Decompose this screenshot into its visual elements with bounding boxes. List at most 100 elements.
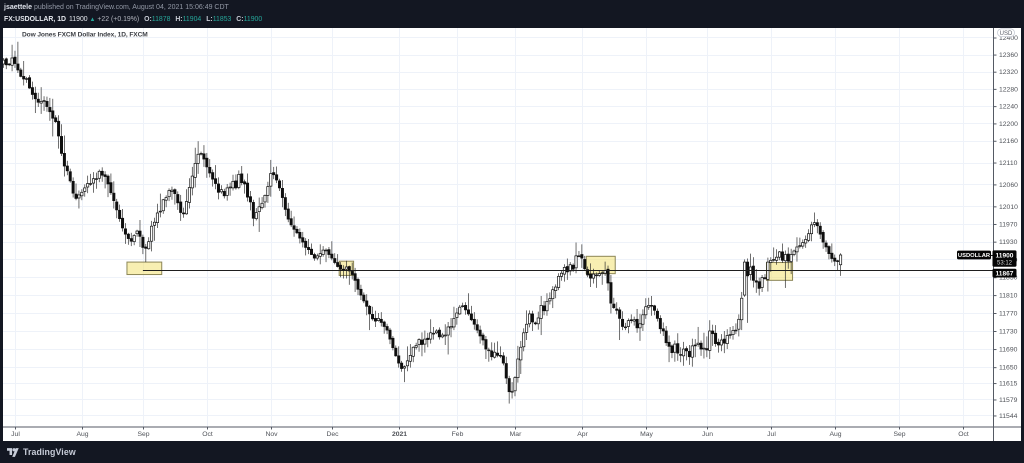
candle-body [647, 305, 651, 308]
candle [775, 249, 779, 265]
candle [533, 321, 537, 326]
candle-body [30, 87, 34, 95]
line-price-tag: 11867 [992, 268, 1017, 278]
candle-body [530, 313, 534, 323]
candle-body [182, 212, 186, 215]
ticker-name-tag-label: USDOLLAR [958, 253, 991, 259]
candle-body [339, 264, 343, 270]
candle-body [234, 180, 238, 189]
candle-body [263, 195, 267, 203]
chart-canvas[interactable]: 12400 12360 12320 12280 12240 12200 12160 12110… [3, 28, 1021, 441]
candle [650, 295, 654, 316]
candle-body [641, 314, 645, 325]
candle-body [574, 255, 578, 269]
candle-body [13, 56, 17, 64]
candle [147, 237, 151, 250]
candle-body [7, 63, 11, 66]
candle-body [243, 181, 247, 185]
candle [638, 313, 642, 341]
candle-body [653, 305, 657, 311]
candle [839, 253, 843, 276]
candle [458, 304, 462, 315]
candle-body [714, 332, 718, 344]
candle [644, 298, 648, 319]
candle-body [699, 342, 703, 350]
candle [731, 326, 735, 340]
candle-body [638, 323, 642, 329]
price-tick-label: 11970 [999, 221, 1018, 228]
price-tick-label: 12010 [999, 204, 1018, 211]
candle [714, 325, 718, 347]
candle [754, 269, 758, 293]
candle-body [126, 233, 130, 239]
support-zone-rectangle [126, 261, 163, 276]
candle-body [248, 196, 252, 203]
candle-body [609, 282, 613, 304]
candle-body [664, 330, 668, 344]
candle [144, 243, 148, 263]
candle [112, 181, 116, 209]
candle [478, 325, 482, 344]
candle-body [731, 330, 735, 335]
candle-body [789, 254, 793, 262]
time-tick-label: Jul [767, 431, 776, 438]
candle [464, 302, 468, 315]
candle [522, 328, 526, 352]
candle-body [112, 192, 116, 201]
candle [30, 81, 34, 100]
candle-body [51, 110, 55, 119]
candle [711, 324, 715, 346]
candle [580, 244, 584, 268]
candle-body [196, 153, 200, 164]
candle [769, 257, 773, 272]
candle-body [304, 240, 308, 248]
candle-body [278, 180, 282, 189]
candle-body [658, 318, 662, 330]
candle [280, 180, 284, 208]
candle-body [734, 329, 738, 332]
candle [481, 332, 485, 346]
candle-body [673, 343, 677, 353]
candle-body [33, 92, 37, 100]
high-value: 11904 [182, 15, 202, 23]
price-tick-label: 12060 [999, 182, 1018, 189]
candle [449, 317, 453, 338]
candle-body [589, 273, 593, 279]
candle-body [565, 266, 569, 273]
candle-body [772, 259, 776, 261]
candle-body [548, 298, 552, 302]
candle [513, 376, 517, 397]
tradingview-logo[interactable]: TradingView [7, 446, 76, 458]
candle-body [743, 261, 747, 296]
candle [150, 220, 154, 252]
time-tick-label: Jul [11, 431, 20, 438]
candle-body [83, 187, 87, 192]
candle-body [728, 334, 732, 336]
candle [623, 322, 627, 331]
currency-button[interactable]: USD [997, 28, 1015, 37]
candle [257, 197, 261, 232]
candle [269, 159, 273, 197]
candle-body [109, 182, 113, 194]
ticker-name-tag-bg [957, 250, 991, 260]
candle-body [94, 178, 98, 180]
time-tick-label: Aug [76, 431, 88, 438]
candle-body [580, 254, 584, 259]
candle-body [161, 199, 165, 212]
chart-legend-title: Dow Jones FXCM Dollar Index, 1D, FXCM [22, 32, 148, 39]
price-tick-label: 11730 [999, 328, 1018, 335]
candle-body [199, 153, 203, 155]
candle-body [833, 257, 837, 262]
candle [240, 166, 244, 186]
candle [106, 174, 110, 198]
candle-body [3, 59, 5, 65]
axis-frame [3, 28, 1021, 441]
ticker-name-tag: USDOLLAR [957, 250, 991, 260]
candle-body [147, 241, 151, 250]
price-axis[interactable]: 12400 12360 12320 12280 12240 12200 12160 12110… [993, 35, 1018, 420]
byline-username: jsaettele [4, 3, 33, 11]
candle-body [780, 251, 784, 261]
candle-body [650, 305, 654, 307]
candle [548, 292, 552, 305]
time-axis[interactable]: Jul Aug Sep Oct Nov Dec 2021 Feb Mar Apr May Jun Jul… [11, 426, 969, 439]
